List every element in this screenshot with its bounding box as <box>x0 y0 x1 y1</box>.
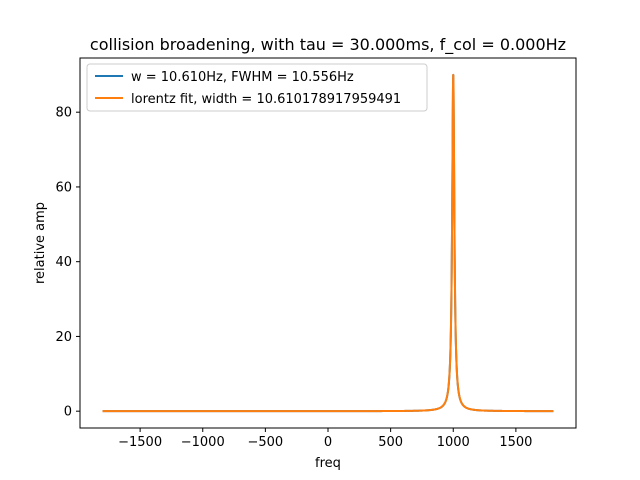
x-tick-label: −1000 <box>181 435 225 450</box>
y-axis-ticks: 0 20 40 60 80 <box>55 106 80 420</box>
chart-title: collision broadening, with tau = 30.000m… <box>90 35 566 55</box>
x-axis-ticks: −1500 −1000 −500 0 500 1000 1500 <box>118 428 532 450</box>
x-tick-label: −1500 <box>118 435 162 450</box>
legend-entry-1: w = 10.610Hz, FWHM = 10.556Hz <box>131 70 354 85</box>
x-tick-label: 500 <box>378 435 403 450</box>
y-tick-label: 20 <box>55 330 72 345</box>
x-tick-label: 0 <box>324 435 332 450</box>
y-axis-label: relative amp <box>33 202 48 284</box>
y-tick-label: 80 <box>55 106 72 121</box>
series-layer <box>102 73 554 413</box>
legend-entry-2: lorentz fit, width = 10.610178917959491 <box>131 92 401 107</box>
y-tick-label: 40 <box>55 255 72 270</box>
legend: w = 10.610Hz, FWHM = 10.556Hz lorentz fi… <box>86 63 428 112</box>
y-tick-label: 60 <box>55 180 72 195</box>
series-line-2 <box>102 73 554 413</box>
x-axis-label: freq <box>315 456 341 471</box>
y-tick-label: 0 <box>64 405 72 420</box>
x-tick-label: −500 <box>248 435 284 450</box>
x-tick-label: 1000 <box>437 435 470 450</box>
legend-box <box>86 63 428 112</box>
x-tick-label: 1500 <box>499 435 532 450</box>
